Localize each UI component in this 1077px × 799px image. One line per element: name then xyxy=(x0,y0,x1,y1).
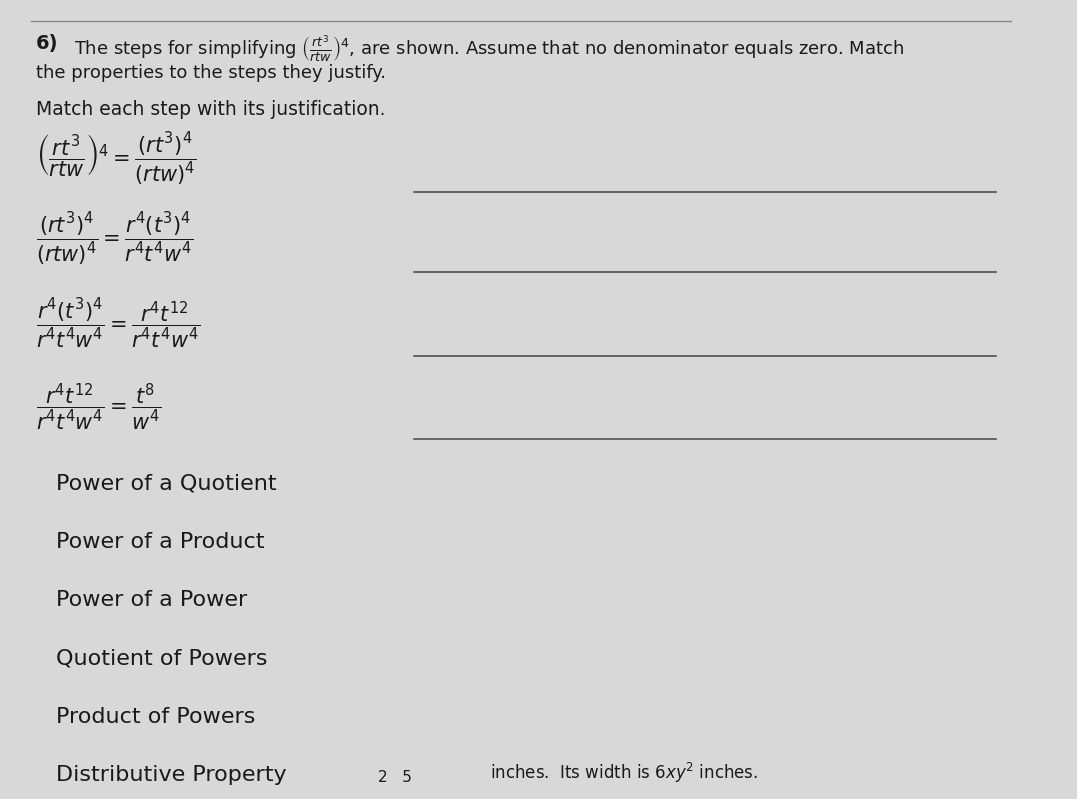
Text: 6): 6) xyxy=(36,34,58,53)
Text: $\dfrac{r^4\left(t^3\right)^4}{r^4t^4w^4} = \dfrac{r^4t^{12}}{r^4t^4w^4}$: $\dfrac{r^4\left(t^3\right)^4}{r^4t^4w^4… xyxy=(36,296,199,351)
Text: Quotient of Powers: Quotient of Powers xyxy=(56,648,268,669)
Text: 2   5: 2 5 xyxy=(378,769,411,785)
Text: $\mathrm{inches}$.  Its width is $6xy^2$ inches.: $\mathrm{inches}$. Its width is $6xy^2$ … xyxy=(490,761,758,785)
Text: Distributive Property: Distributive Property xyxy=(56,765,286,785)
Text: $\dfrac{\left(rt^3\right)^4}{\left(rtw\right)^4} = \dfrac{r^4\left(t^3\right)^4}: $\dfrac{\left(rt^3\right)^4}{\left(rtw\r… xyxy=(36,211,193,268)
Text: Power of a Power: Power of a Power xyxy=(56,590,248,610)
Text: Power of a Product: Power of a Product xyxy=(56,531,265,552)
Text: Power of a Quotient: Power of a Quotient xyxy=(56,473,277,494)
Text: Product of Powers: Product of Powers xyxy=(56,706,255,727)
Text: the properties to the steps they justify.: the properties to the steps they justify… xyxy=(36,64,386,82)
Text: The steps for simplifying $\left(\frac{rt^3}{rtw}\right)^4$, are shown. Assume t: The steps for simplifying $\left(\frac{r… xyxy=(73,34,904,65)
Text: $\dfrac{r^4t^{12}}{r^4t^4w^4} = \dfrac{t^8}{w^4}$: $\dfrac{r^4t^{12}}{r^4t^4w^4} = \dfrac{t… xyxy=(36,382,160,433)
Text: $\left(\dfrac{rt^3}{rtw}\right)^4 = \dfrac{\left(rt^3\right)^4}{\left(rtw\right): $\left(\dfrac{rt^3}{rtw}\right)^4 = \dfr… xyxy=(36,131,196,189)
Text: Match each step with its justification.: Match each step with its justification. xyxy=(36,100,386,119)
